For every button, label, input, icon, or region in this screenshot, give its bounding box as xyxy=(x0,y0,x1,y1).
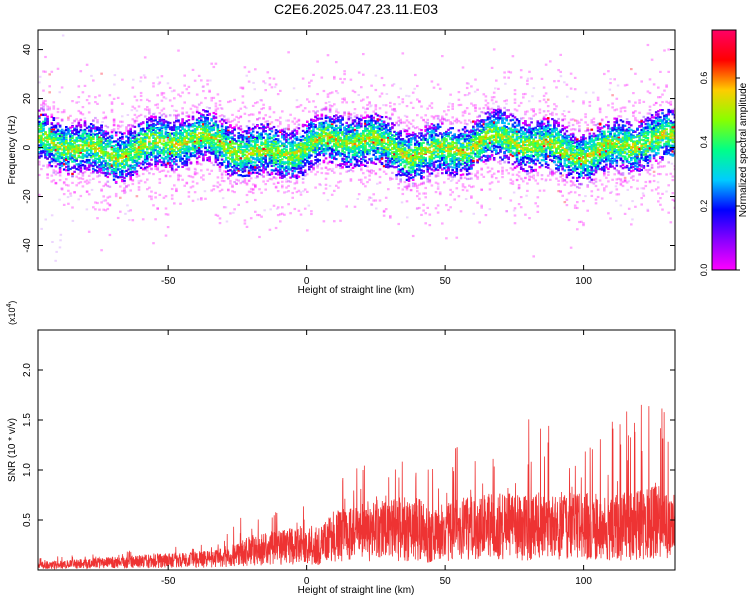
bottom-plot-frame xyxy=(37,329,676,571)
colorbar xyxy=(711,29,737,271)
bottom-x-tick-label: -50 xyxy=(161,576,176,587)
top-x-axis: -50 0 50 100 xyxy=(161,30,592,287)
top-y-tick-label: 20 xyxy=(22,93,33,105)
bottom-y-tick-label: 1.5 xyxy=(22,413,33,427)
top-y-tick-label: 0 xyxy=(22,144,33,150)
colorbar-tick-label: 0.4 xyxy=(699,136,709,149)
colorbar-tick-label: 0.0 xyxy=(699,264,709,277)
snr-series-line xyxy=(38,404,675,570)
top-x-axis-label: Height of straight line (km) xyxy=(298,285,415,296)
top-x-tick-label: 50 xyxy=(440,276,452,287)
top-x-tick-label: 0 xyxy=(304,276,310,287)
bottom-y-tick-label: 2.0 xyxy=(22,363,33,377)
colorbar-tick-label: 0.6 xyxy=(699,72,709,85)
bottom-x-axis-label: Height of straight line (km) xyxy=(298,585,415,596)
chart-title: C2E6.2025.047.23.11.E03 xyxy=(274,1,438,17)
bottom-y-axis-label: SNR (10 * v/v) xyxy=(7,418,18,482)
top-y-tick-label: -40 xyxy=(22,238,33,253)
top-y-tick-label: 40 xyxy=(22,44,33,56)
colorbar-axis: 0.0 0.2 0.4 0.6 xyxy=(699,72,740,277)
y-scale-factor: (x104) xyxy=(6,301,17,325)
bottom-y-tick-label: 0.5 xyxy=(22,513,33,527)
colorbar-tick-label: 0.2 xyxy=(699,200,709,213)
top-x-tick-label: -50 xyxy=(161,276,176,287)
heatmap-area xyxy=(38,34,675,262)
bottom-y-axis: 0.5 1.0 1.5 2.0 xyxy=(22,363,675,527)
bottom-x-tick-label: 50 xyxy=(440,576,452,587)
bottom-x-axis: -50 0 50 100 xyxy=(161,330,592,587)
bottom-x-tick-label: 100 xyxy=(575,576,592,587)
top-x-tick-label: 100 xyxy=(575,276,592,287)
top-y-tick-label: -20 xyxy=(22,189,33,204)
colorbar-label: Normalized spectral amplitude xyxy=(738,82,749,217)
top-y-axis-label: Frequency (Hz) xyxy=(7,116,18,185)
top-plot-frame xyxy=(37,29,676,271)
bottom-y-tick-label: 1.0 xyxy=(22,463,33,477)
bottom-x-tick-label: 0 xyxy=(304,576,310,587)
top-y-axis: -40 -20 0 20 40 xyxy=(22,44,675,253)
